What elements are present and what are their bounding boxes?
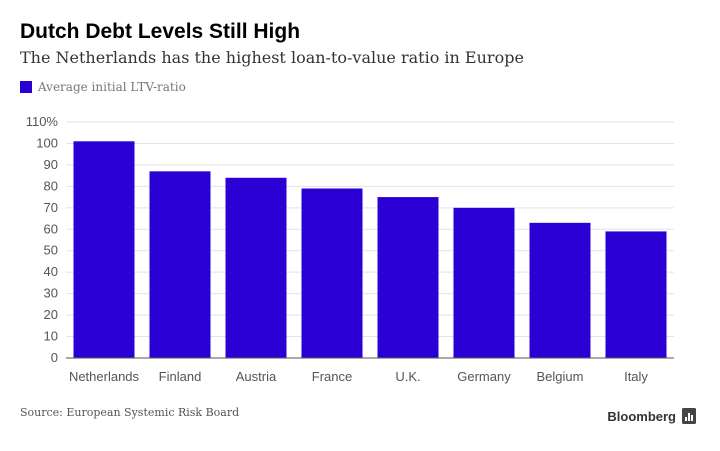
x-tick-label: Austria <box>236 369 277 384</box>
bar <box>453 207 515 358</box>
y-tick-label: 10 <box>44 329 58 344</box>
y-tick-label: 80 <box>44 178 58 193</box>
x-tick-label: Netherlands <box>69 369 140 384</box>
x-tick-label: France <box>312 369 352 384</box>
x-tick-label: U.K. <box>395 369 420 384</box>
y-tick-label: 30 <box>44 286 58 301</box>
chart-subtitle: The Netherlands has the highest loan-to-… <box>20 48 524 67</box>
bar <box>225 177 287 358</box>
chart-title: Dutch Debt Levels Still High <box>20 20 301 43</box>
bloomberg-chart-icon <box>682 408 696 424</box>
brand: Bloomberg <box>607 408 696 424</box>
y-tick-label: 0 <box>51 350 58 365</box>
bar <box>149 171 211 358</box>
legend-swatch <box>20 81 32 93</box>
source-note: Source: European Systemic Risk Board <box>20 406 240 419</box>
x-tick-label: Finland <box>159 369 202 384</box>
y-tick-label: 70 <box>44 200 58 215</box>
bar <box>605 231 667 358</box>
x-tick-label: Belgium <box>537 369 584 384</box>
x-tick-label: Germany <box>457 369 511 384</box>
y-tick-label: 60 <box>44 221 58 236</box>
bar <box>377 197 439 358</box>
y-tick-label: 100 <box>36 135 58 150</box>
y-tick-label: 20 <box>44 307 58 322</box>
y-tick-label: 50 <box>44 243 58 258</box>
brand-logo-text: Bloomberg <box>607 408 676 424</box>
bar <box>73 141 135 358</box>
x-tick-label: Italy <box>624 369 648 384</box>
y-tick-label: 90 <box>44 157 58 172</box>
legend: Average initial LTV-ratio <box>20 80 186 94</box>
bar <box>301 188 363 358</box>
y-tick-label: 110% <box>26 114 59 129</box>
bar <box>529 222 591 358</box>
y-tick-label: 40 <box>44 264 58 279</box>
legend-label: Average initial LTV-ratio <box>38 80 186 94</box>
